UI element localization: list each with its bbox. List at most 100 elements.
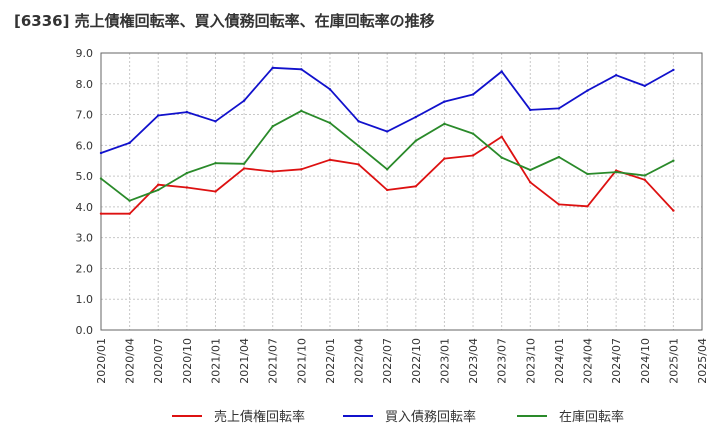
data-point: [128, 141, 131, 145]
data-point: [271, 66, 274, 69]
data-point: [271, 170, 274, 173]
data-point: [157, 114, 160, 117]
data-point: [557, 107, 561, 110]
grid-lines: [100, 52, 703, 331]
data-point: [471, 93, 475, 96]
data-point: [385, 130, 389, 133]
x-tick-label: 2024/10: [639, 338, 652, 384]
data-point: [414, 115, 418, 119]
data-point: [586, 172, 589, 176]
x-tick-label: 2020/04: [124, 338, 137, 384]
data-point: [357, 163, 360, 166]
data-point: [614, 73, 618, 77]
y-tick-label: 8.0: [76, 78, 94, 91]
data-point: [672, 159, 675, 162]
data-point: [614, 170, 618, 174]
data-point: [357, 144, 360, 148]
chart-title: [6336] 売上債権回転率、買入債務回転率、在庫回転率の推移: [14, 12, 435, 30]
data-point: [385, 168, 389, 171]
y-tick-label: 7.0: [76, 109, 94, 122]
data-point: [242, 162, 246, 165]
data-point: [242, 99, 246, 102]
data-point: [357, 120, 360, 123]
x-axis-ticks: 2020/01 2020/04 2020/07 2020/10 2021/01 2021/…: [95, 338, 709, 384]
data-point: [500, 70, 503, 73]
data-point: [586, 89, 589, 92]
data-point: [185, 186, 189, 189]
data-point: [271, 125, 274, 128]
y-tick-label: 0.0: [76, 324, 94, 337]
legend-label-1: 売上債権回転率: [214, 409, 305, 425]
data-point: [99, 177, 103, 180]
data-point: [672, 209, 675, 212]
data-point: [128, 199, 131, 202]
data-point: [328, 121, 332, 125]
data-point: [443, 157, 446, 160]
x-tick-label: 2023/01: [438, 338, 451, 384]
data-point: [471, 154, 475, 157]
data-point: [300, 68, 303, 71]
data-point: [328, 88, 332, 91]
x-tick-label: 2020/01: [95, 338, 108, 384]
x-tick-label: 2025/04: [696, 338, 709, 384]
data-point: [414, 185, 418, 188]
data-point: [471, 132, 475, 135]
x-tick-label: 2020/10: [181, 338, 194, 384]
y-axis-ticks: 0.0 1.0 2.0 3.0 4.0 5.0 6.0 7.0 8.0 9.0: [76, 47, 94, 337]
data-point: [328, 158, 332, 161]
legend-label-3: 在庫回転率: [559, 409, 624, 425]
y-tick-label: 2.0: [76, 262, 94, 275]
data-point: [300, 168, 303, 171]
data-point: [672, 68, 675, 72]
y-tick-label: 9.0: [76, 47, 94, 60]
x-tick-label: 2025/01: [667, 338, 680, 384]
data-point: [185, 171, 189, 175]
x-tick-label: 2022/07: [381, 338, 394, 384]
x-tick-label: 2023/10: [524, 338, 537, 384]
x-tick-label: 2022/10: [410, 338, 423, 384]
x-tick-label: 2021/10: [295, 338, 308, 384]
data-point: [99, 151, 103, 155]
y-tick-label: 1.0: [76, 293, 94, 306]
data-point: [643, 84, 646, 88]
data-point: [214, 161, 217, 165]
legend-label-2: 買入債務回転率: [385, 409, 476, 425]
x-tick-label: 2022/01: [324, 338, 337, 384]
data-point: [500, 135, 503, 138]
data-point: [443, 100, 446, 103]
x-tick-label: 2024/07: [610, 338, 623, 384]
data-point: [157, 188, 160, 192]
data-point: [214, 120, 217, 123]
data-point: [443, 122, 446, 125]
axes: [100, 52, 703, 331]
data-point: [529, 108, 532, 112]
legend: 売上債権回転率 買入債務回転率 在庫回転率: [172, 409, 624, 425]
y-tick-label: 5.0: [76, 170, 94, 183]
series-lines: [99, 66, 675, 215]
data-point: [643, 174, 646, 177]
data-point: [214, 190, 217, 193]
x-tick-label: 2022/04: [353, 338, 366, 384]
data-point: [529, 181, 532, 184]
x-tick-label: 2023/07: [496, 338, 509, 384]
data-point: [128, 212, 131, 215]
data-point: [586, 205, 589, 208]
x-tick-label: 2024/01: [553, 338, 566, 384]
data-point: [385, 188, 389, 192]
x-tick-label: 2023/04: [467, 338, 480, 384]
x-tick-label: 2021/04: [238, 338, 251, 384]
data-point: [300, 109, 303, 113]
data-point: [557, 203, 561, 206]
data-point: [529, 168, 532, 172]
x-tick-label: 2021/01: [209, 338, 222, 384]
y-tick-label: 6.0: [76, 139, 94, 152]
data-point: [500, 156, 503, 159]
data-point: [414, 139, 418, 142]
data-point: [157, 183, 160, 186]
data-point: [643, 178, 646, 182]
data-point: [185, 110, 189, 114]
x-tick-label: 2021/07: [267, 338, 280, 384]
y-tick-label: 3.0: [76, 232, 94, 245]
x-tick-label: 2024/04: [582, 338, 595, 384]
